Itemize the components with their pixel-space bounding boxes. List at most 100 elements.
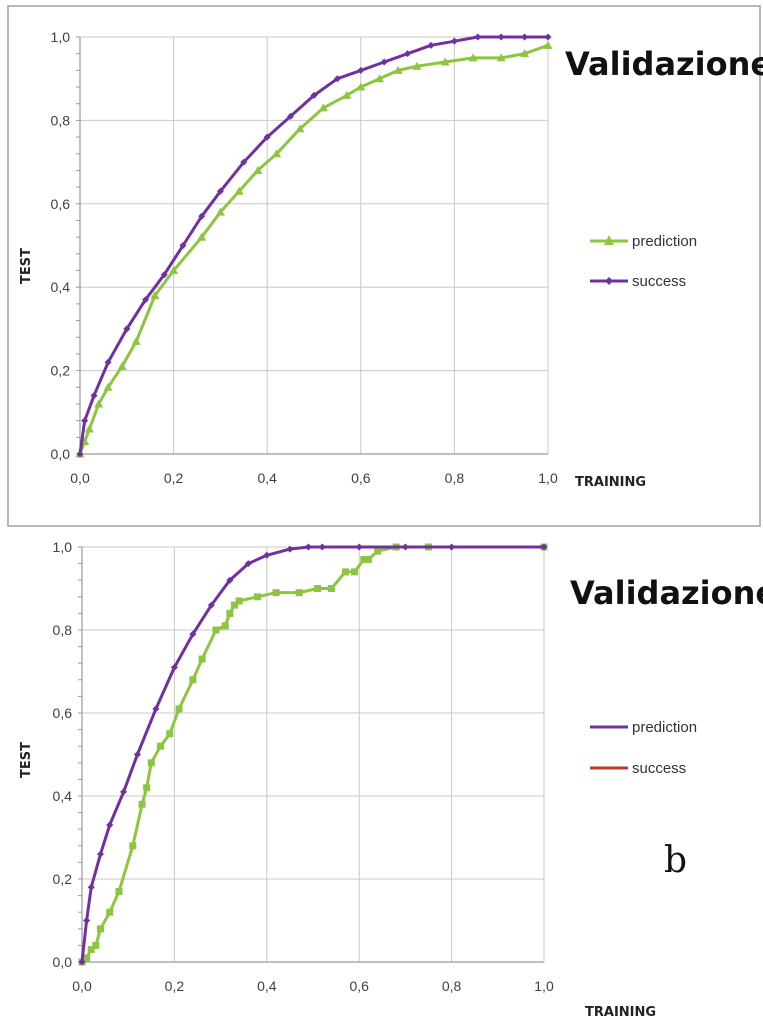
series-prediction-point-5	[106, 908, 114, 916]
series-success-point-1	[83, 917, 91, 924]
series-prediction-point-11	[234, 186, 244, 195]
series-success-point-17	[404, 50, 412, 58]
series-prediction-point-2	[87, 946, 95, 954]
y-tick-label: 0,8	[53, 622, 73, 638]
chart-title: Validazione	[570, 574, 763, 612]
series-prediction-point-7	[150, 291, 160, 300]
series-prediction-point-16	[212, 626, 220, 634]
series-prediction-point-18	[375, 74, 385, 83]
series-prediction-point-19	[393, 65, 403, 74]
series-success-point-19	[450, 37, 458, 45]
series-prediction-point-12	[253, 165, 263, 174]
series-success-point-15	[357, 66, 365, 74]
series-success-point-12	[287, 112, 295, 120]
series-success-point-7	[152, 705, 160, 713]
series-prediction-point-24	[520, 49, 530, 58]
x-tick-label: 0,2	[164, 470, 184, 486]
x-tick-label: 0,6	[349, 978, 369, 994]
series-prediction-point-3	[94, 399, 104, 408]
series-success-point-2	[87, 883, 95, 891]
series-success-point-16	[318, 543, 326, 551]
x-tick-label: 0,8	[442, 978, 462, 994]
series-success-point-23	[544, 33, 552, 41]
chart-panel-b: 0,0 0,2 0,4 0,6 0,8 1,0 0,0 0,2 0,4 0,6 0,8 1,0 Va…	[19, 539, 763, 1020]
x-axis-title: TRAINING	[575, 475, 646, 490]
series-success-point-1	[81, 417, 89, 425]
series-prediction-point-20	[235, 597, 243, 605]
series-prediction-point-20	[412, 61, 422, 70]
series-prediction-point-25	[543, 40, 553, 49]
series-prediction-point-18	[226, 609, 234, 617]
series-success-point-20	[540, 543, 548, 551]
series-prediction-point-4	[103, 382, 113, 391]
series-prediction-point-24	[314, 585, 322, 592]
series-success-point-13	[310, 91, 318, 99]
y-tick-label: 0,2	[53, 871, 73, 887]
series-prediction-point-16	[342, 90, 352, 99]
legend-label-prediction: prediction	[632, 233, 697, 250]
y-tick-label: 1,0	[51, 29, 71, 45]
series-success-point-14	[286, 545, 294, 553]
y-axis-title: TEST	[19, 742, 34, 778]
series-success-point-7	[179, 242, 187, 249]
legend-label-success: success	[632, 760, 686, 777]
series-success-point-15	[304, 543, 312, 551]
chart-title: Validazione	[565, 45, 763, 83]
y-tick-label: 1,0	[53, 539, 73, 555]
legend-label-prediction: prediction	[632, 719, 697, 736]
series-success-line	[78, 35, 548, 455]
series-success-point-4	[106, 821, 114, 829]
series-success-point-8	[198, 212, 206, 220]
series-prediction-point-10	[215, 207, 225, 216]
series-success-point-22	[521, 33, 529, 41]
series-success-point-10	[207, 601, 215, 609]
series-success-point-2	[90, 392, 98, 400]
y-tick-label: 0,8	[51, 112, 71, 128]
series-success-point-6	[133, 751, 141, 758]
series-success-point-16	[380, 58, 388, 66]
series-prediction-point-7	[129, 842, 137, 850]
series-success-point-5	[120, 788, 128, 796]
panel-a-frame	[7, 5, 761, 527]
series-prediction-point-30	[374, 547, 382, 555]
series-success-point-3	[96, 850, 104, 858]
legend-label-success: success	[632, 273, 686, 290]
series-prediction-point-25	[327, 585, 335, 592]
series-success-point-19	[448, 543, 456, 551]
series-success-point-10	[240, 158, 248, 166]
series-prediction-line	[78, 43, 549, 455]
series-success-line	[80, 545, 544, 963]
x-tick-label: 0,0	[72, 978, 92, 994]
y-tick-label: 0,0	[53, 954, 73, 970]
x-tick-label: 1,0	[534, 978, 554, 994]
legend-marker-prediction	[604, 235, 614, 245]
series-prediction-point-3	[92, 941, 100, 949]
series-prediction-point-21	[440, 57, 450, 66]
series-prediction-line	[81, 545, 544, 964]
series-success-point-4	[123, 325, 131, 333]
series-success-point-18	[401, 543, 409, 551]
series-prediction-point-9	[143, 784, 151, 792]
series-prediction-point-1	[83, 954, 91, 962]
series-success-point-20	[474, 33, 482, 41]
series-prediction-point-23	[295, 589, 303, 597]
legend-marker-success	[605, 277, 613, 285]
series-success-point-11	[263, 133, 271, 141]
x-tick-label: 0,4	[257, 470, 277, 486]
series-prediction-point-28	[360, 555, 368, 563]
series-prediction-point-8	[169, 266, 179, 275]
series-prediction-point-12	[166, 730, 174, 738]
panel-label: b	[664, 840, 687, 881]
series-prediction-point-22	[468, 53, 478, 62]
series-prediction-point-23	[496, 53, 506, 62]
legend: prediction success	[590, 233, 697, 290]
series-success-point-8	[170, 663, 178, 671]
series-prediction-point-21	[254, 593, 262, 601]
series-prediction-point-6	[115, 887, 123, 895]
series-success-point-11	[226, 576, 234, 584]
series-success-point-14	[333, 75, 341, 83]
series-prediction-point-26	[341, 568, 349, 576]
series-prediction-point-19	[230, 601, 238, 609]
series-success-point-21	[497, 33, 505, 41]
